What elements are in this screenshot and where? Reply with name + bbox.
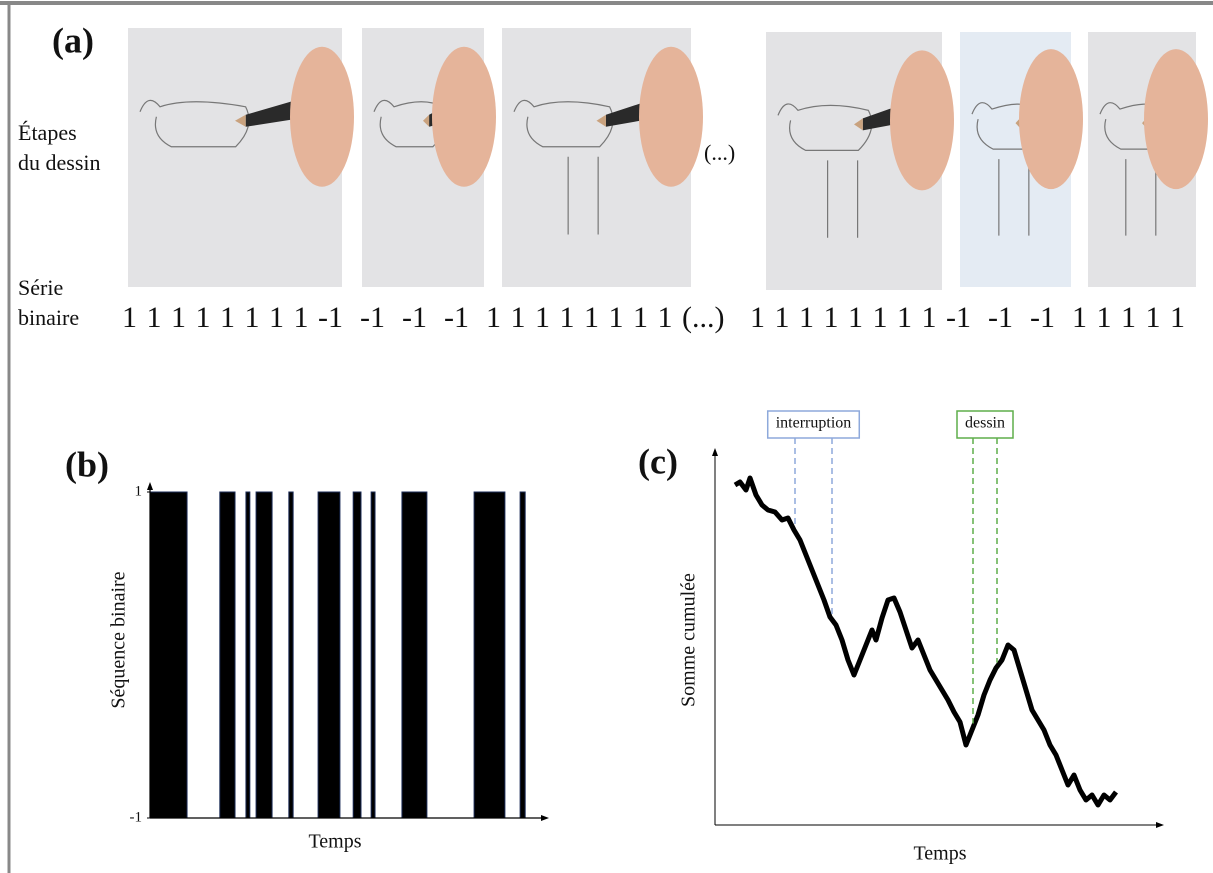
binary-segment [288, 491, 294, 819]
x-axis-label: Temps [308, 831, 361, 853]
binary-value: 1 [535, 301, 550, 334]
panel-label: (a) [52, 20, 94, 60]
binary-value: -1 [402, 301, 427, 334]
series-label: binaire [18, 305, 79, 330]
panel-label: (b) [65, 444, 109, 484]
binary-segment [370, 491, 376, 819]
binary-value: 1 [220, 301, 235, 334]
binary-value: 1 [122, 301, 137, 334]
binary-segment [317, 491, 341, 819]
binary-segment [219, 491, 236, 819]
series-label: Série [18, 275, 63, 300]
binary-segment [255, 491, 273, 819]
binary-value: 1 [294, 301, 309, 334]
binary-segment [245, 491, 251, 819]
x-axis-label: Temps [913, 843, 966, 865]
y-tick-label: -1 [130, 809, 143, 825]
binary-value: 1 [584, 301, 599, 334]
binary-value: 1 [824, 301, 839, 334]
y-axis-label: Somme cumulée [678, 573, 700, 707]
sketch [139, 99, 250, 148]
y-arrow [147, 482, 153, 490]
sketch [777, 103, 873, 238]
steps-label: Étapes [18, 120, 77, 145]
binary-value: 1 [658, 301, 673, 334]
binary-segment [473, 491, 506, 819]
binary-value: 1 [799, 301, 814, 334]
photo-ellipsis: (...) [704, 140, 735, 165]
x-arrow [541, 815, 549, 821]
binary-value: 1 [1146, 301, 1161, 334]
binary-segment [401, 491, 428, 819]
y-arrow [712, 448, 718, 456]
binary-value: 1 [486, 301, 501, 334]
panel-label: (c) [638, 441, 678, 481]
pencil-tip [423, 114, 430, 127]
hand [639, 46, 703, 187]
binary-segment [149, 491, 188, 819]
binary-value: 1 [1097, 301, 1112, 334]
binary-value: 1 [560, 301, 575, 334]
hand [290, 46, 354, 187]
binary-segment [519, 491, 526, 819]
binary-value: 1 [196, 301, 211, 334]
binary-value: 1 [1072, 301, 1087, 334]
annotation-box [766, 410, 861, 439]
hand [890, 50, 954, 191]
binary-value: -1 [444, 301, 469, 334]
binary-value: 1 [171, 301, 186, 334]
hand [432, 46, 496, 187]
binary-value: 1 [269, 301, 284, 334]
binary-value: 1 [1170, 301, 1185, 334]
pencil-tip [854, 118, 863, 131]
hand [1144, 49, 1208, 190]
binary-value: -1 [946, 301, 971, 334]
binary-value: 1 [873, 301, 888, 334]
binary-value: 1 [1121, 301, 1136, 334]
binary-value: 1 [147, 301, 162, 334]
binary-value: -1 [318, 301, 343, 334]
binary-value: (...) [682, 301, 724, 334]
binary-value: 1 [511, 301, 526, 334]
binary-value: 1 [633, 301, 648, 334]
binary-value: 1 [922, 301, 937, 334]
binary-segment [352, 491, 362, 819]
photos [128, 28, 1208, 290]
y-tick-label: 1 [135, 483, 143, 499]
annotation-text: dessin [965, 415, 1005, 432]
binary-value: -1 [360, 301, 385, 334]
sketch [513, 99, 614, 235]
x-arrow [1156, 822, 1164, 828]
binary-value: 1 [245, 301, 260, 334]
pencil-tip [235, 114, 246, 127]
binary-value: 1 [609, 301, 624, 334]
y-axis-label: Séquence binaire [108, 571, 130, 708]
annotation-text: interruption [776, 415, 852, 432]
hand [1019, 49, 1083, 190]
binary-value: 1 [897, 301, 912, 334]
annotation-box [956, 410, 1014, 439]
binary-value: 1 [848, 301, 863, 334]
binary-value: 1 [775, 301, 790, 334]
binary-value: -1 [988, 301, 1013, 334]
pencil-tip [596, 114, 606, 127]
cumsum-line [733, 475, 1118, 808]
binary-value: -1 [1030, 301, 1055, 334]
binary-value: 1 [750, 301, 765, 334]
steps-label: du dessin [18, 150, 101, 175]
